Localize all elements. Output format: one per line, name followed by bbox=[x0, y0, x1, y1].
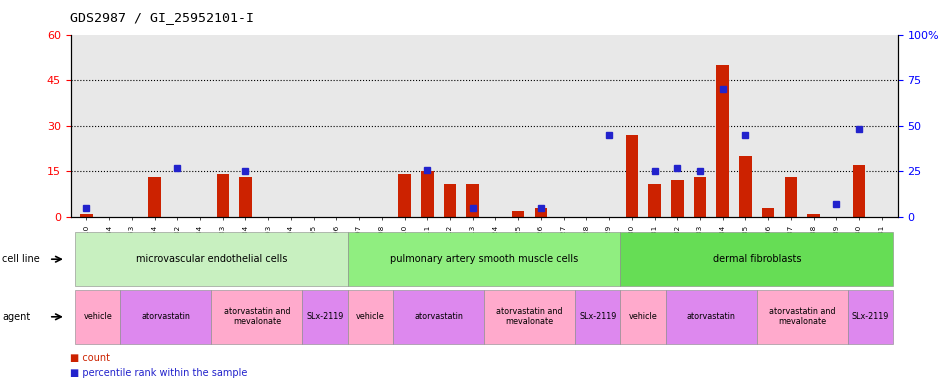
Bar bbox=[512, 211, 525, 217]
Bar bbox=[694, 177, 706, 217]
Text: atorvastatin and
mevalonate: atorvastatin and mevalonate bbox=[496, 307, 563, 326]
Text: SLx-2119: SLx-2119 bbox=[579, 312, 617, 321]
Text: ■ percentile rank within the sample: ■ percentile rank within the sample bbox=[70, 368, 248, 378]
Text: vehicle: vehicle bbox=[629, 312, 658, 321]
Text: vehicle: vehicle bbox=[84, 312, 112, 321]
Text: SLx-2119: SLx-2119 bbox=[852, 312, 889, 321]
Bar bbox=[785, 177, 797, 217]
Text: cell line: cell line bbox=[2, 254, 39, 264]
Bar bbox=[421, 171, 433, 217]
Bar bbox=[240, 177, 252, 217]
Text: GDS2987 / GI_25952101-I: GDS2987 / GI_25952101-I bbox=[70, 12, 255, 25]
Bar bbox=[853, 165, 866, 217]
Bar bbox=[535, 208, 547, 217]
Bar bbox=[807, 214, 820, 217]
Text: pulmonary artery smooth muscle cells: pulmonary artery smooth muscle cells bbox=[390, 254, 578, 264]
Text: SLx-2119: SLx-2119 bbox=[306, 312, 344, 321]
Text: dermal fibroblasts: dermal fibroblasts bbox=[713, 254, 801, 264]
Bar bbox=[149, 177, 161, 217]
Text: vehicle: vehicle bbox=[356, 312, 384, 321]
Text: ■ count: ■ count bbox=[70, 353, 111, 363]
Text: atorvastatin: atorvastatin bbox=[415, 312, 463, 321]
Bar bbox=[739, 156, 752, 217]
Text: atorvastatin: atorvastatin bbox=[142, 312, 191, 321]
Text: microvascular endothelial cells: microvascular endothelial cells bbox=[135, 254, 287, 264]
Bar bbox=[716, 65, 728, 217]
Text: agent: agent bbox=[2, 312, 30, 322]
Text: atorvastatin: atorvastatin bbox=[687, 312, 736, 321]
Text: atorvastatin and
mevalonate: atorvastatin and mevalonate bbox=[769, 307, 836, 326]
Bar bbox=[671, 180, 683, 217]
Bar bbox=[649, 184, 661, 217]
Bar bbox=[762, 208, 775, 217]
Bar bbox=[625, 135, 638, 217]
Bar bbox=[80, 214, 93, 217]
Text: atorvastatin and
mevalonate: atorvastatin and mevalonate bbox=[224, 307, 290, 326]
Bar bbox=[466, 184, 479, 217]
Bar bbox=[444, 184, 456, 217]
Bar bbox=[399, 174, 411, 217]
Bar bbox=[216, 174, 229, 217]
